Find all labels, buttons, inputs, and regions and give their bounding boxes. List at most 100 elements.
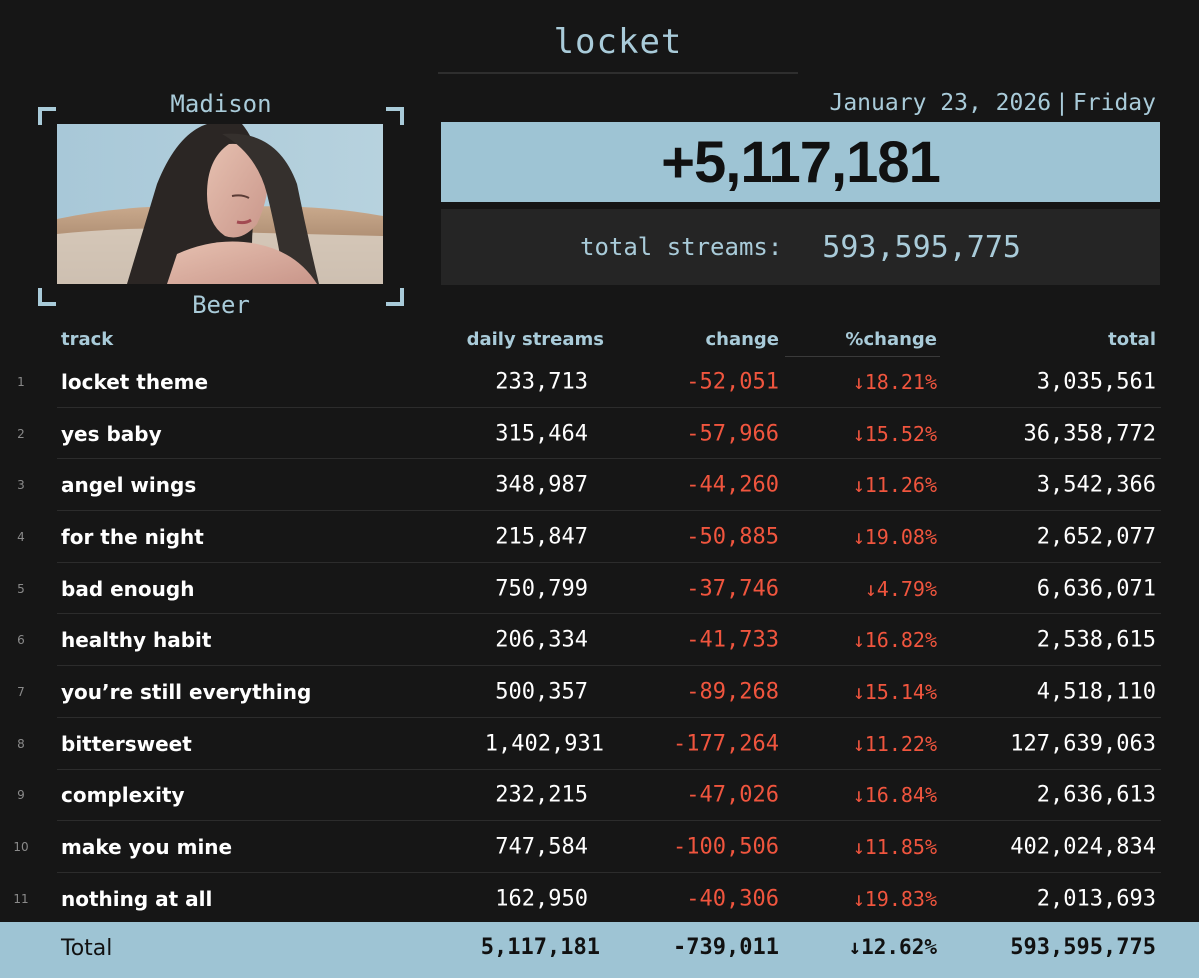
title-divider — [438, 72, 798, 74]
track-pct-change: ↓19.08% — [852, 524, 937, 549]
track-change: -89,268 — [686, 679, 779, 705]
table-row: 8 bittersweet 1,402,931 -177,264 ↓11.22%… — [0, 718, 1199, 770]
track-total: 4,518,110 — [1036, 679, 1156, 705]
frame-corner-top-left — [38, 107, 56, 125]
track-daily-streams: 232,215 — [495, 782, 588, 808]
total-streams-label: total streams: — [580, 233, 783, 261]
column-header-change: change — [705, 329, 779, 350]
track-change: -41,733 — [686, 627, 779, 653]
track-total: 3,035,561 — [1036, 369, 1156, 395]
daily-total-box: +5,117,181 — [441, 122, 1160, 202]
track-daily-streams: 206,334 — [495, 627, 588, 653]
track-name: you’re still everything — [61, 679, 312, 704]
totals-daily-streams: 5,117,181 — [480, 935, 600, 960]
track-total: 2,652,077 — [1036, 524, 1156, 550]
column-header-pct-change: %change — [785, 329, 940, 357]
track-name: make you mine — [61, 835, 233, 860]
track-change: -37,746 — [686, 576, 779, 602]
track-total: 127,639,063 — [1010, 731, 1156, 757]
track-total: 2,636,613 — [1036, 782, 1156, 808]
totals-change: -739,011 — [673, 935, 779, 960]
track-daily-streams: 233,713 — [495, 369, 588, 395]
totals-pct-change: ↓12.62% — [848, 935, 937, 959]
track-daily-streams: 315,464 — [495, 421, 588, 447]
table-row: 3 angel wings 348,987 -44,260 ↓11.26% 3,… — [0, 459, 1199, 511]
totals-row: Total 5,117,181 -739,011 ↓12.62% 593,595… — [0, 922, 1199, 978]
track-daily-streams: 162,950 — [495, 886, 588, 912]
date-separator: | — [1055, 90, 1069, 116]
daily-total-value: +5,117,181 — [661, 129, 941, 195]
table-row: 10 make you mine 747,584 -100,506 ↓11.85… — [0, 821, 1199, 873]
tracks-table: track daily streams change %change total… — [0, 324, 1199, 925]
track-total: 36,358,772 — [1023, 421, 1156, 447]
track-daily-streams: 500,357 — [495, 679, 588, 705]
total-streams-value: 593,595,775 — [822, 229, 1021, 265]
table-row: 5 bad enough 750,799 -37,746 ↓4.79% 6,63… — [0, 563, 1199, 615]
track-rank: 6 — [17, 633, 25, 648]
date-line: January 23, 2026 | Friday — [760, 90, 1156, 116]
date-weekday: Friday — [1072, 90, 1156, 116]
track-name: locket theme — [61, 369, 209, 394]
artist-last-name: Beer — [192, 291, 250, 319]
track-rank: 5 — [17, 581, 25, 596]
artist-first-name: Madison — [170, 90, 272, 118]
track-rank: 8 — [17, 736, 25, 751]
table-row: 4 for the night 215,847 -50,885 ↓19.08% … — [0, 511, 1199, 563]
track-change: -100,506 — [673, 834, 779, 860]
track-rank: 3 — [17, 478, 25, 493]
track-pct-change: ↓11.22% — [852, 731, 937, 756]
table-row: 6 healthy habit 206,334 -41,733 ↓16.82% … — [0, 614, 1199, 666]
totals-total: 593,595,775 — [1010, 935, 1156, 960]
track-rank: 2 — [17, 426, 25, 441]
track-change: -57,966 — [686, 421, 779, 447]
frame-corner-top-right — [386, 107, 404, 125]
track-daily-streams: 1,402,931 — [484, 731, 604, 757]
track-name: bad enough — [61, 576, 195, 601]
track-total: 2,013,693 — [1036, 886, 1156, 912]
frame-corner-bottom-right — [386, 288, 404, 306]
track-daily-streams: 348,987 — [495, 472, 588, 498]
track-total: 6,636,071 — [1036, 576, 1156, 602]
frame-corner-bottom-left — [38, 288, 56, 306]
cover-block: Madison — [36, 88, 406, 319]
track-pct-change: ↓4.79% — [864, 576, 937, 601]
track-name: complexity — [61, 783, 185, 808]
column-header-total: total — [1108, 329, 1156, 350]
track-change: -52,051 — [686, 369, 779, 395]
track-rank: 7 — [17, 684, 25, 699]
track-pct-change: ↓11.26% — [852, 473, 937, 498]
track-pct-change: ↓15.52% — [852, 421, 937, 446]
track-change: -44,260 — [686, 472, 779, 498]
table-row: 2 yes baby 315,464 -57,966 ↓15.52% 36,35… — [0, 408, 1199, 460]
album-title: locket — [553, 22, 683, 62]
track-total: 402,024,834 — [1010, 834, 1156, 860]
table-row: 9 complexity 232,215 -47,026 ↓16.84% 2,6… — [0, 770, 1199, 822]
track-rank: 4 — [17, 529, 25, 544]
track-name: nothing at all — [61, 886, 213, 911]
table-header: track daily streams change %change total — [0, 324, 1199, 357]
track-pct-change: ↓15.14% — [852, 679, 937, 704]
totals-label: Total — [61, 936, 113, 961]
track-rank: 9 — [17, 788, 25, 803]
track-name: angel wings — [61, 473, 197, 498]
date-day: January 23, 2026 — [829, 90, 1052, 116]
track-name: yes baby — [61, 421, 162, 446]
total-streams-box: total streams: 593,595,775 — [441, 209, 1160, 285]
track-pct-change: ↓18.21% — [852, 369, 937, 394]
track-change: -40,306 — [686, 886, 779, 912]
track-daily-streams: 750,799 — [495, 576, 588, 602]
table-row: 7 you’re still everything 500,357 -89,26… — [0, 666, 1199, 718]
track-change: -50,885 — [686, 524, 779, 550]
column-header-track: track — [61, 329, 114, 350]
track-name: healthy habit — [61, 628, 212, 653]
column-header-daily-streams: daily streams — [466, 329, 604, 350]
track-daily-streams: 747,584 — [495, 834, 588, 860]
track-rank: 1 — [17, 374, 25, 389]
track-change: -177,264 — [673, 731, 779, 757]
track-pct-change: ↓19.83% — [852, 886, 937, 911]
track-daily-streams: 215,847 — [495, 524, 588, 550]
table-row: 1 locket theme 233,713 -52,051 ↓18.21% 3… — [0, 356, 1199, 408]
track-change: -47,026 — [686, 782, 779, 808]
track-pct-change: ↓16.82% — [852, 628, 937, 653]
track-rank: 10 — [13, 840, 29, 855]
